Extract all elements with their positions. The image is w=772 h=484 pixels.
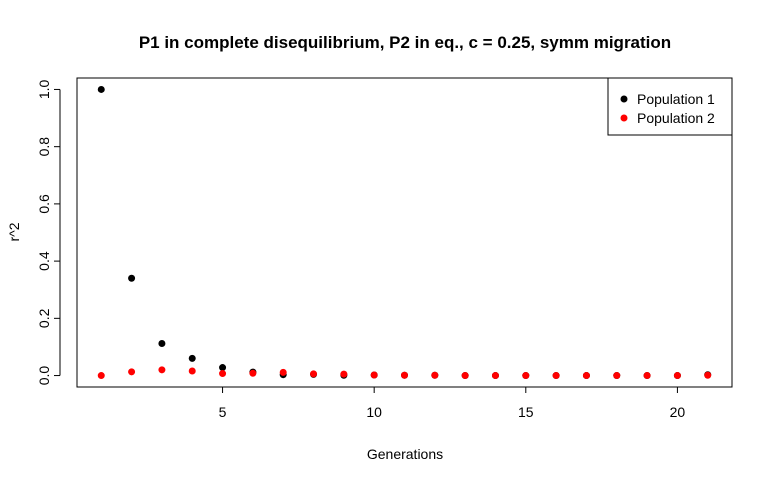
y-tick-label: 0.2 [36, 308, 52, 328]
chart-title: P1 in complete disequilibrium, P2 in eq.… [139, 33, 671, 52]
x-tick-label: 15 [518, 404, 534, 420]
point-population-2 [522, 372, 530, 380]
legend-label-population-2: Population 2 [637, 110, 715, 126]
point-population-2 [582, 372, 590, 380]
legend-label-population-1: Population 1 [637, 91, 715, 107]
y-tick-label: 1.0 [36, 80, 52, 100]
point-population-2 [310, 370, 318, 378]
point-population-2 [340, 370, 348, 378]
point-population-2 [279, 368, 287, 376]
legend-marker-population-1 [620, 95, 628, 103]
point-population-2 [370, 371, 378, 379]
point-population-2 [249, 369, 257, 377]
x-axis-label: Generations [367, 446, 443, 462]
x-tick-label: 5 [219, 404, 227, 420]
point-population-2 [704, 371, 712, 379]
data-points [97, 85, 712, 380]
point-population-2 [401, 371, 408, 379]
x-tick-label: 20 [670, 404, 686, 420]
x-axis: 5 10 15 20 [219, 386, 686, 420]
point-population-1 [188, 354, 196, 362]
point-population-2 [491, 372, 499, 380]
y-tick-label: 0.8 [36, 137, 52, 157]
y-tick-label: 0.0 [36, 366, 52, 386]
x-tick-label: 10 [366, 404, 382, 420]
legend-box [607, 77, 733, 136]
legend: Population 1 Population 2 [607, 77, 733, 136]
point-population-2 [219, 370, 227, 378]
point-population-2 [673, 372, 681, 380]
point-population-2 [188, 367, 196, 375]
point-population-2 [128, 368, 136, 376]
point-population-2 [552, 372, 560, 380]
point-population-2 [431, 371, 439, 379]
y-tick-label: 0.4 [36, 251, 52, 271]
point-population-2 [461, 372, 469, 380]
point-population-2 [97, 372, 105, 380]
point-population-2 [158, 366, 166, 374]
point-population-2 [643, 372, 651, 380]
y-axis-label: r^2 [6, 222, 22, 241]
point-population-1 [219, 364, 227, 372]
y-axis: 0.0 0.2 0.4 0.6 0.8 1.0 [36, 80, 61, 386]
point-population-2 [613, 372, 621, 380]
legend-marker-population-2 [620, 114, 628, 122]
point-population-1 [128, 274, 136, 282]
point-population-1 [97, 85, 105, 93]
y-tick-label: 0.6 [36, 194, 52, 214]
point-population-1 [158, 340, 166, 348]
